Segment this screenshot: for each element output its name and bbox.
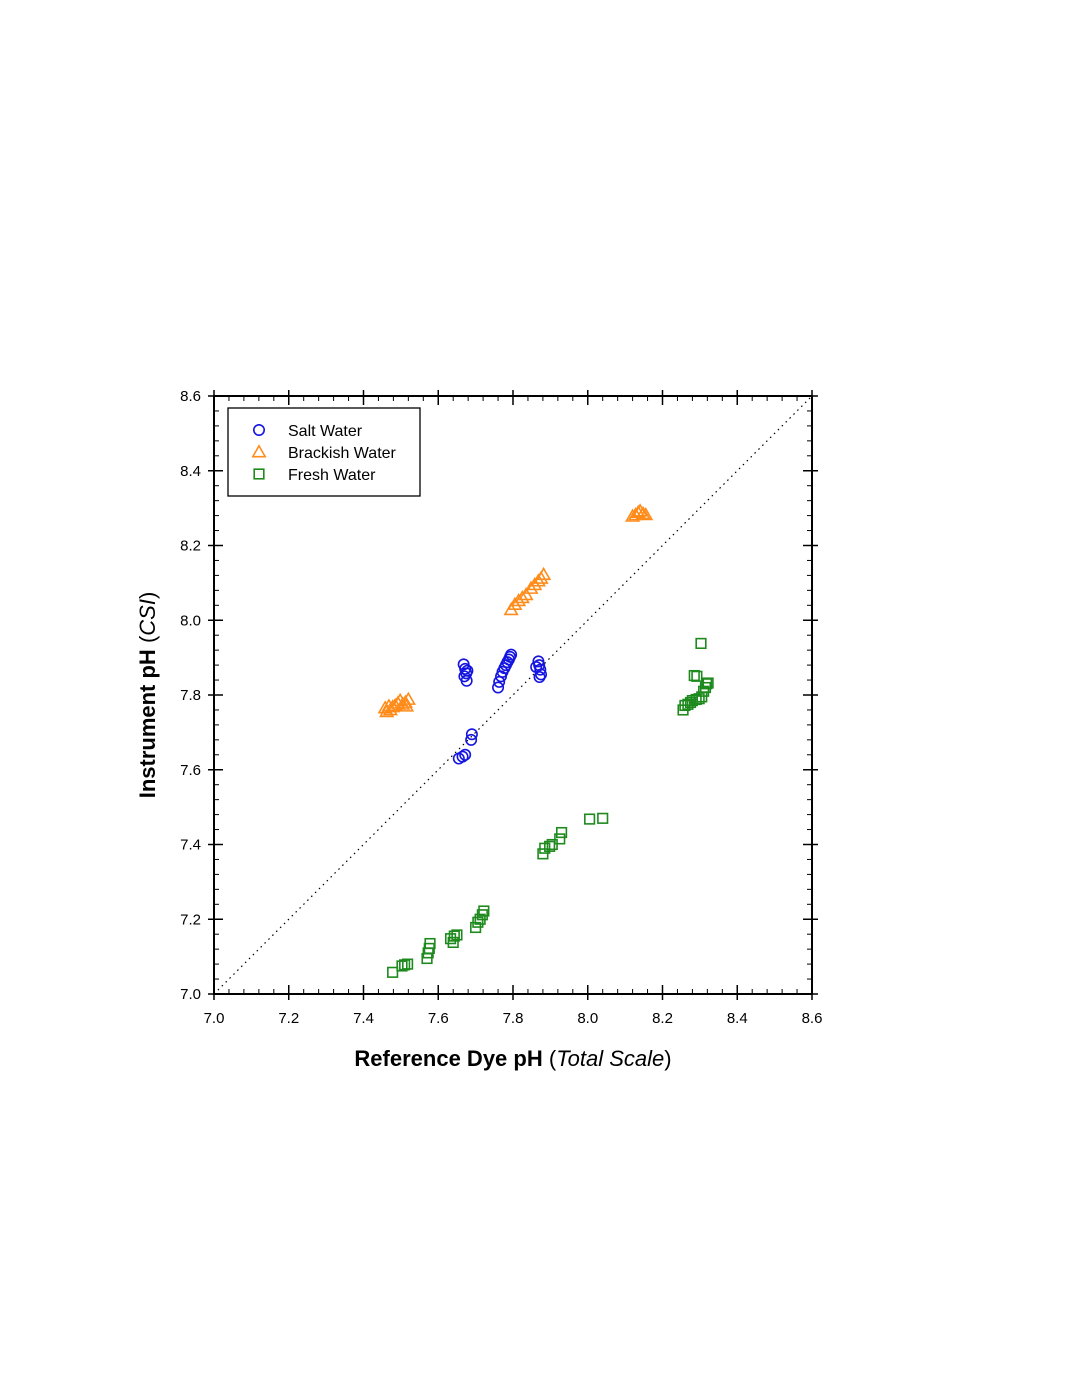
x-tick-label: 8.6	[802, 1010, 823, 1027]
point-brackish-water	[514, 590, 530, 604]
point-salt-water	[459, 748, 472, 761]
legend-marker-fresh-water	[253, 468, 265, 480]
x-tick-label: 7.8	[503, 1010, 524, 1027]
point-brackish-water	[507, 596, 523, 611]
legend-marker-brackish-water	[251, 444, 267, 458]
point-fresh-water	[544, 840, 556, 852]
point-fresh-water	[597, 812, 609, 824]
point-fresh-water	[695, 637, 707, 650]
point-fresh-water	[448, 930, 460, 942]
tick-labels: 7.0 7.2 7.4 7.6 7.8 8.0 8.2 8.4 8.6 7.0 7.2 7.4 7.6 7…	[180, 388, 822, 1027]
y-tick-label: 7.2	[180, 911, 201, 928]
point-fresh-water	[424, 937, 436, 950]
y-tick-label: 7.4	[180, 837, 201, 854]
point-brackish-water	[635, 505, 651, 520]
point-brackish-water	[536, 566, 552, 581]
point-salt-water	[533, 671, 546, 684]
y-tick-label: 8.0	[180, 612, 201, 629]
x-axis-title: Reference Dye pH (Total Scale)	[354, 1046, 671, 1071]
x-tick-label: 7.0	[204, 1010, 225, 1027]
y-axis-title: Instrument pH (CSI)	[135, 592, 160, 799]
point-fresh-water	[478, 905, 490, 917]
data-points	[377, 503, 714, 978]
point-salt-water	[461, 664, 474, 677]
point-brackish-water	[527, 576, 543, 591]
y-tick-label: 8.4	[180, 463, 201, 480]
point-fresh-water	[402, 958, 414, 970]
legend-label-fresh-water: Fresh Water	[288, 467, 376, 484]
x-tick-label: 7.6	[428, 1010, 449, 1027]
point-brackish-water	[385, 699, 401, 713]
point-salt-water	[465, 728, 478, 741]
series-fresh-water	[387, 637, 714, 978]
y-tick-label: 7.0	[180, 986, 201, 1003]
legend-markers	[251, 423, 267, 480]
point-brackish-water	[397, 694, 413, 708]
point-fresh-water	[447, 936, 459, 949]
point-fresh-water	[451, 929, 463, 941]
point-fresh-water	[546, 838, 558, 851]
point-brackish-water	[518, 587, 534, 601]
y-tick-label: 8.6	[180, 388, 201, 405]
y-tick-label: 8.2	[180, 538, 201, 555]
x-tick-label: 7.2	[278, 1010, 299, 1027]
point-fresh-water	[584, 813, 596, 825]
x-tick-label: 8.0	[577, 1010, 598, 1027]
point-fresh-water	[396, 960, 408, 972]
point-salt-water	[505, 648, 518, 661]
point-salt-water	[465, 733, 478, 746]
point-salt-water	[492, 681, 505, 694]
y-tick-label: 7.6	[180, 762, 201, 779]
point-fresh-water	[684, 696, 697, 709]
legend-marker-salt-water	[253, 423, 266, 436]
point-salt-water	[456, 750, 469, 763]
point-brackish-water	[523, 580, 539, 594]
point-fresh-water	[702, 677, 714, 689]
legend-label-brackish-water: Brackish Water	[288, 445, 397, 462]
plot-frame	[213, 395, 813, 995]
point-fresh-water	[555, 826, 568, 839]
point-brackish-water	[632, 503, 648, 517]
point-fresh-water	[444, 933, 457, 945]
point-fresh-water	[554, 833, 566, 845]
point-salt-water	[534, 663, 547, 676]
series-salt-water	[452, 648, 548, 765]
one-to-one-reference-line	[213, 395, 813, 995]
legend-box	[227, 407, 421, 497]
point-fresh-water	[537, 848, 549, 860]
point-brackish-water	[530, 573, 546, 587]
x-tick-label: 8.4	[727, 1010, 748, 1027]
point-fresh-water	[476, 909, 488, 921]
x-tick-label: 8.2	[652, 1010, 673, 1027]
series-brackish-water	[377, 503, 654, 718]
legend: Salt Water Brackish Water Fresh Water	[227, 407, 421, 497]
x-tick-label: 7.4	[353, 1010, 374, 1027]
point-fresh-water	[387, 966, 399, 978]
point-fresh-water	[691, 670, 703, 682]
point-brackish-water	[398, 698, 415, 712]
point-salt-water	[459, 662, 472, 675]
point-brackish-water	[638, 507, 654, 521]
y-tick-label: 7.8	[180, 687, 201, 704]
legend-label-salt-water: Salt Water	[288, 423, 363, 440]
